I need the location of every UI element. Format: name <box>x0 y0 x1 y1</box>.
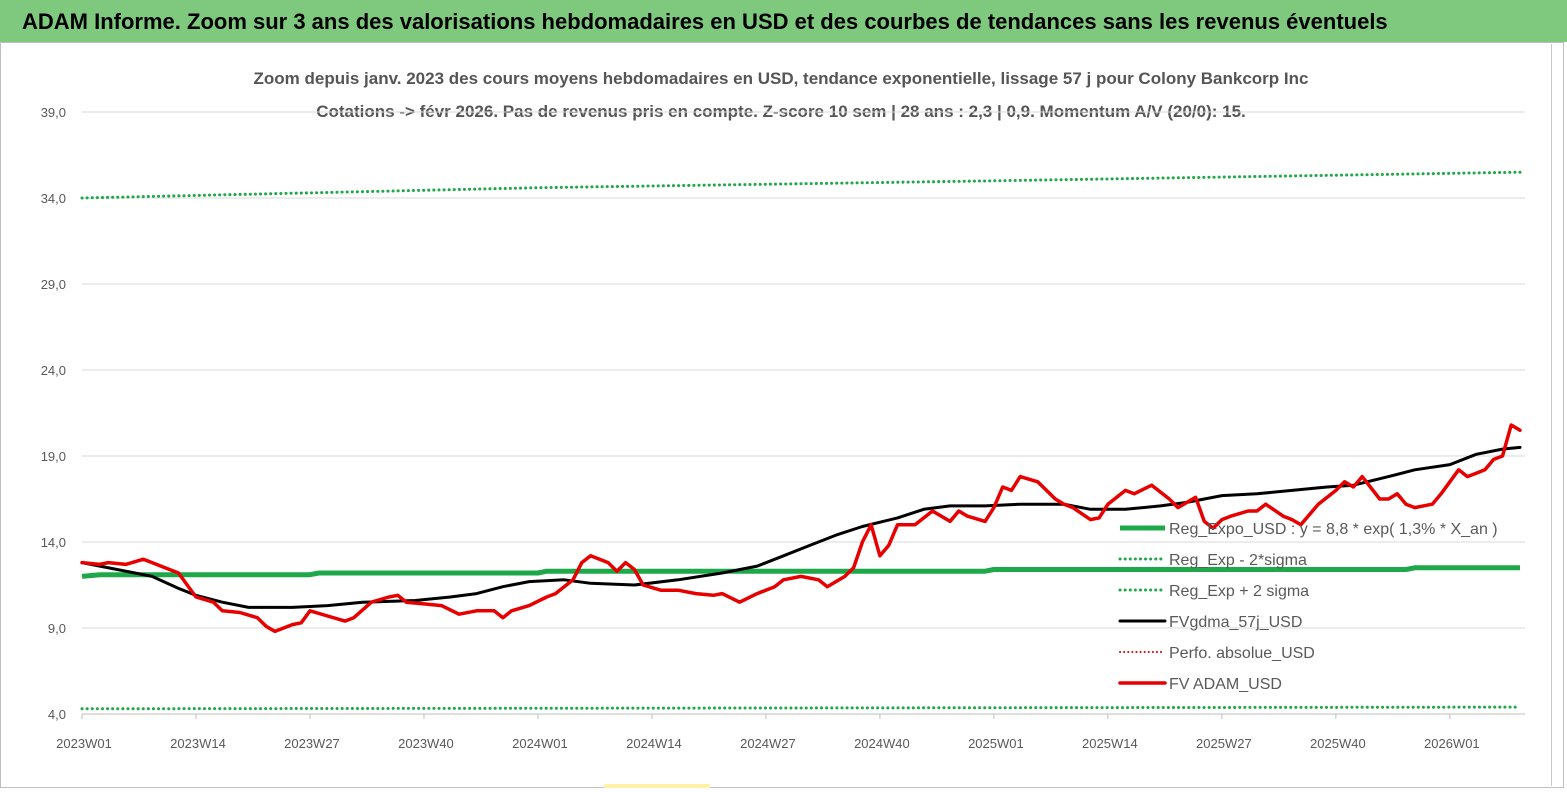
y-tick-label: 29,0 <box>41 277 66 292</box>
x-tick-label: 2024W40 <box>854 736 910 751</box>
y-tick-label: 14,0 <box>41 535 66 550</box>
x-tick-label: 2023W27 <box>284 736 340 751</box>
report-title: ADAM Informe. Zoom sur 3 ans des valoris… <box>22 9 1388 34</box>
selection-handle <box>604 784 710 788</box>
x-tick-label: 2025W40 <box>1310 736 1366 751</box>
legend-label-fvadam-line: FV ADAM_USD <box>1169 676 1282 693</box>
reg-exp-minus-2sigma-line <box>80 705 1522 711</box>
y-tick-label: 34,0 <box>41 191 66 206</box>
x-tick-label: 2023W14 <box>170 736 226 751</box>
x-tick-label: 2025W27 <box>1196 736 1252 751</box>
legend-label-fvgdma-57j-line: FVgdma_57j_USD <box>1169 614 1302 631</box>
legend: Reg_Expo_USD : y = 8,8 * exp( 1,3% * X_a… <box>1118 521 1498 693</box>
y-tick-label: 39,0 <box>41 105 66 120</box>
legend-label-reg-expo-line: Reg_Expo_USD : y = 8,8 * exp( 1,3% * X_a… <box>1169 521 1498 538</box>
x-tick-label: 2025W14 <box>1082 736 1138 751</box>
chart-title-line1: Zoom depuis janv. 2023 des cours moyens … <box>254 69 1309 88</box>
fvadam-line <box>80 423 1522 634</box>
x-tick-label: 2026W01 <box>1424 736 1480 751</box>
x-tick-label: 2024W27 <box>740 736 796 751</box>
frame-right-rule <box>1551 44 1552 786</box>
y-tick-label: 4,0 <box>48 707 66 722</box>
legend-label-reg-exp-plus-2sigma-line: Reg_Exp + 2 sigma <box>1169 583 1309 600</box>
reg-expo-line <box>81 565 1520 579</box>
y-tick-label: 9,0 <box>48 621 66 636</box>
legend-label-perfo-absolue-line: Perfo. absolue_USD <box>1169 645 1315 662</box>
x-tick-label: 2024W01 <box>512 736 568 751</box>
y-tick-label: 24,0 <box>41 363 66 378</box>
x-tick-label: 2024W14 <box>626 736 682 751</box>
x-tick-label: 2023W40 <box>398 736 454 751</box>
legend-label-reg-exp-minus-2sigma-line: Reg_Exp - 2*sigma <box>1169 552 1307 569</box>
reg-exp-plus-2sigma-line <box>80 170 1522 200</box>
report-banner: ADAM Informe. Zoom sur 3 ans des valoris… <box>0 0 1567 42</box>
series-lines <box>80 170 1522 711</box>
y-tick-label: 19,0 <box>41 449 66 464</box>
x-tick-label: 2023W01 <box>56 736 112 751</box>
chart-frame <box>0 42 1564 788</box>
fvgdma-57j-line <box>80 445 1522 609</box>
x-tick-label: 2025W01 <box>968 736 1024 751</box>
grid: 39,0 34,0 29,0 24,0 19,0 14,0 9,0 4,0 2023W01 202… <box>41 105 1525 751</box>
